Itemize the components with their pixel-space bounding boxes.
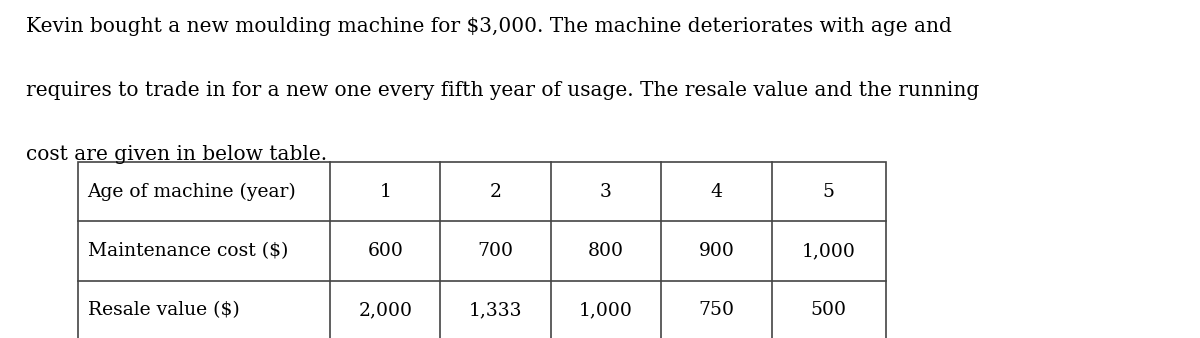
Text: cost are given in below table.: cost are given in below table.	[26, 145, 328, 164]
Text: Maintenance cost ($): Maintenance cost ($)	[88, 242, 288, 260]
Text: 750: 750	[698, 301, 734, 319]
Text: 800: 800	[588, 242, 624, 260]
Text: 1,333: 1,333	[469, 301, 522, 319]
Bar	[78, 162, 886, 338]
Text: 1,000: 1,000	[802, 242, 856, 260]
Text: Kevin bought a new moulding machine for $3,000. The machine deteriorates with ag: Kevin bought a new moulding machine for …	[26, 17, 953, 36]
Text: 500: 500	[811, 301, 847, 319]
Text: 2: 2	[490, 183, 502, 201]
Text: 5: 5	[823, 183, 835, 201]
Text: Age of machine (year): Age of machine (year)	[88, 183, 296, 201]
Text: 2,000: 2,000	[358, 301, 413, 319]
Text: Resale value ($): Resale value ($)	[88, 301, 239, 319]
Text: 1,000: 1,000	[580, 301, 632, 319]
Text: 700: 700	[478, 242, 514, 260]
Text: requires to trade in for a new one every fifth year of usage. The resale value a: requires to trade in for a new one every…	[26, 81, 979, 100]
Text: 3: 3	[600, 183, 612, 201]
Text: 600: 600	[367, 242, 403, 260]
Text: 1: 1	[379, 183, 391, 201]
Text: 4: 4	[710, 183, 722, 201]
Text: 900: 900	[698, 242, 734, 260]
